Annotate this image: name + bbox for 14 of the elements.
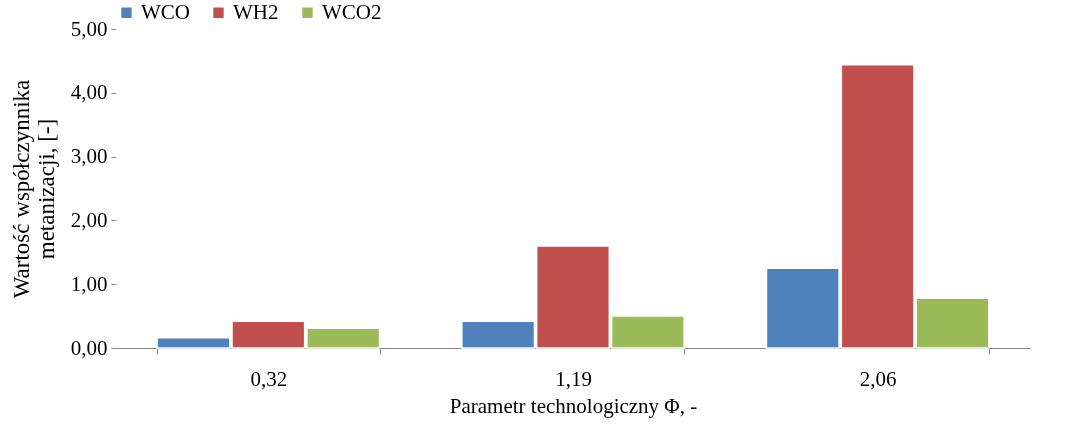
legend-label: WCO2 [322, 0, 382, 24]
y-tick-label: 2,00 [70, 207, 108, 232]
y-tick-label: 3,00 [70, 144, 108, 169]
y-tick-label: 5,00 [70, 16, 108, 41]
x-tick-label: 2,06 [859, 366, 897, 391]
x-tick-label: 1,19 [555, 366, 592, 391]
x-axis-title: Parametr technologiczny Φ, - [449, 393, 698, 418]
y-tick-label: 0,00 [70, 335, 108, 360]
legend-label: WH2 [233, 0, 279, 24]
y-axis-title: Wartość współczynnika metanizacji, [-] [8, 79, 59, 299]
y-tick-label: 4,00 [70, 80, 108, 105]
x-tick-label: 0,32 [250, 366, 288, 391]
y-tick-label: 1,00 [70, 271, 108, 296]
legend-label: WCO [141, 0, 190, 24]
